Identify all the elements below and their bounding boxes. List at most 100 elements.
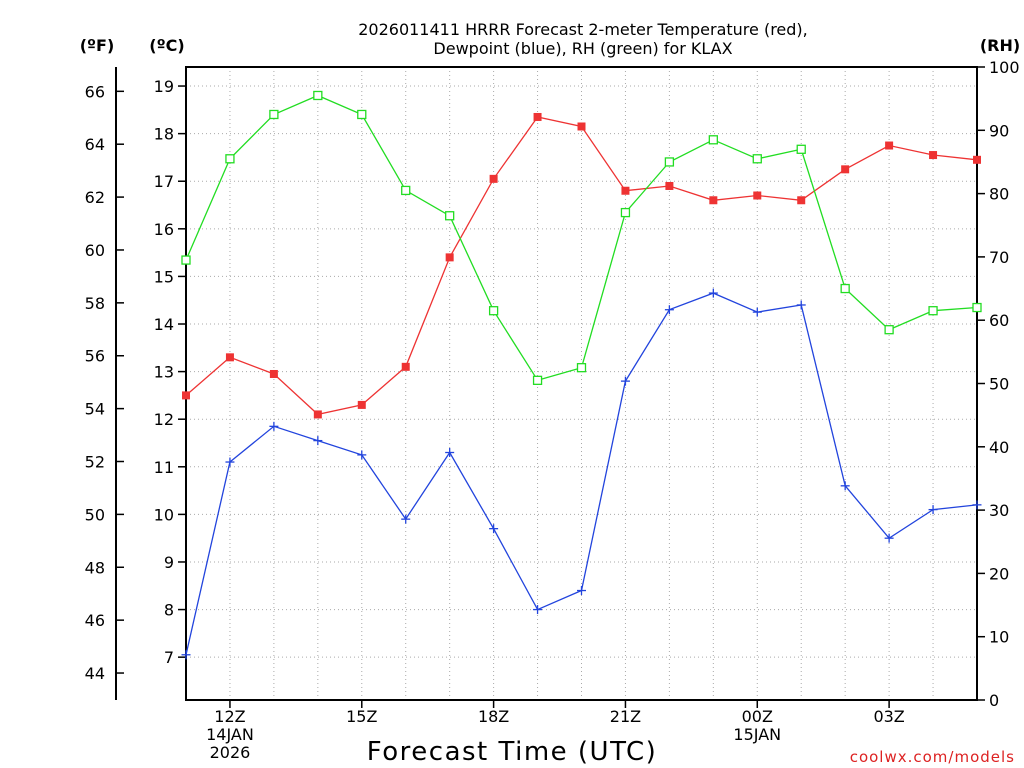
- temperature-point: [269, 369, 278, 378]
- rh-tick-label: 100: [989, 58, 1020, 77]
- dewpoint-point: [577, 586, 586, 596]
- axes: 7 8 9 10 11 12 13 14 15 16 17 18 19 44 46 48 50 52 54 56 58 6…: [85, 58, 1020, 762]
- credit-text: coolwx.com/models: [850, 748, 1015, 766]
- fahrenheit-unit-label: (ºF): [80, 36, 115, 55]
- rh-point: [445, 211, 455, 221]
- temperature-point: [401, 362, 410, 371]
- rh-tick-label: 0: [989, 691, 999, 710]
- temperature-point: [929, 151, 938, 160]
- rh-point: [972, 302, 982, 313]
- fahrenheit-tick-label: 46: [85, 611, 105, 630]
- dewpoint-point: [928, 505, 938, 515]
- x-axis-label: Forecast Time (UTC): [367, 737, 658, 767]
- rh-point: [796, 144, 806, 154]
- rh-point: [664, 157, 675, 167]
- dewpoint-point: [445, 448, 455, 458]
- fahrenheit-tick-label: 50: [85, 505, 105, 524]
- temperature-point: [489, 174, 498, 183]
- x-tick-label: 18Z: [478, 707, 509, 726]
- chart-title-line-2: Dewpoint (blue), RH (green) for KLAX: [433, 39, 732, 58]
- dewpoint-point: [796, 300, 806, 310]
- rh-point: [488, 306, 499, 316]
- dewpoint-point: [269, 421, 279, 431]
- rh-tick-label: 10: [989, 628, 1009, 647]
- dewpoint-point: [533, 605, 543, 615]
- celsius-tick-label: 10: [154, 505, 174, 524]
- celsius-tick-label: 9: [164, 553, 174, 572]
- rh-point: [269, 109, 279, 120]
- x-tick-label: 15Z: [346, 707, 377, 726]
- dewpoint-point: [972, 500, 982, 510]
- temperature-point: [753, 191, 762, 200]
- temperature-point: [313, 410, 322, 419]
- fahrenheit-tick-label: 66: [85, 82, 105, 101]
- rh-tick-label: 90: [989, 121, 1009, 140]
- fahrenheit-tick-label: 44: [85, 664, 105, 683]
- series-layer: [181, 90, 982, 660]
- x-tick-label: 2026: [210, 743, 251, 762]
- fahrenheit-tick-label: 56: [85, 347, 105, 366]
- rh-tick-label: 30: [989, 501, 1009, 520]
- rh-point: [620, 207, 631, 218]
- x-tick-label: 15JAN: [733, 725, 781, 744]
- celsius-tick-label: 14: [154, 315, 174, 334]
- rh-tick-label: 20: [989, 564, 1009, 583]
- dewpoint-point: [664, 305, 674, 315]
- rh-point: [576, 363, 587, 373]
- rh-point: [181, 255, 191, 265]
- celsius-tick-label: 7: [164, 648, 174, 667]
- temperature-point: [533, 112, 542, 121]
- celsius-unit-label: (ºC): [149, 36, 184, 55]
- rh-point: [928, 306, 938, 316]
- rh-unit-label: (RH): [980, 36, 1020, 55]
- temperature-point: [225, 353, 234, 362]
- temperature-point: [885, 141, 894, 150]
- temperature-point: [665, 181, 674, 190]
- temperature-point: [577, 122, 586, 131]
- celsius-tick-label: 12: [154, 410, 174, 429]
- fahrenheit-tick-label: 58: [85, 294, 105, 313]
- fahrenheit-tick-label: 54: [85, 400, 105, 419]
- dewpoint-point: [884, 533, 894, 543]
- temperature-point: [841, 165, 850, 174]
- celsius-tick-label: 19: [154, 77, 174, 96]
- dewpoint-point: [357, 450, 367, 460]
- dewpoint-point: [313, 436, 323, 446]
- rh-tick-label: 60: [989, 311, 1009, 330]
- celsius-tick-label: 18: [154, 125, 174, 144]
- rh-point: [313, 90, 323, 101]
- rh-point: [532, 375, 543, 385]
- celsius-tick-label: 11: [154, 458, 174, 477]
- temperature-point: [445, 253, 454, 262]
- temperature-point: [709, 196, 718, 205]
- temperature-point: [797, 196, 806, 205]
- celsius-tick-label: 15: [154, 267, 174, 286]
- dewpoint-point: [225, 457, 235, 467]
- dewpoint-point: [401, 514, 411, 524]
- x-tick-label: 00Z: [742, 707, 773, 726]
- rh-point: [840, 283, 850, 294]
- celsius-tick-label: 16: [154, 220, 174, 239]
- rh-tick-label: 70: [989, 248, 1009, 267]
- fahrenheit-tick-label: 62: [85, 188, 105, 207]
- rh-tick-label: 50: [989, 375, 1009, 394]
- rh-point: [884, 325, 894, 335]
- celsius-tick-label: 8: [164, 601, 174, 620]
- rh-point: [357, 109, 367, 120]
- temperature-point: [973, 155, 981, 164]
- dewpoint-point: [181, 650, 191, 660]
- rh-tick-label: 40: [989, 438, 1009, 457]
- fahrenheit-tick-label: 52: [85, 453, 105, 472]
- x-tick-label: 21Z: [610, 707, 641, 726]
- x-tick-label: 12Z: [214, 707, 245, 726]
- dewpoint-point: [708, 288, 718, 298]
- rh-tick-label: 80: [989, 185, 1009, 204]
- temperature-point: [182, 391, 190, 400]
- dewpoint-point: [840, 481, 850, 491]
- x-tick-label: 03Z: [873, 707, 904, 726]
- fahrenheit-tick-label: 64: [85, 135, 105, 154]
- dewpoint-point: [489, 524, 499, 534]
- dewpoint-point: [752, 307, 762, 317]
- rh-point: [401, 185, 411, 196]
